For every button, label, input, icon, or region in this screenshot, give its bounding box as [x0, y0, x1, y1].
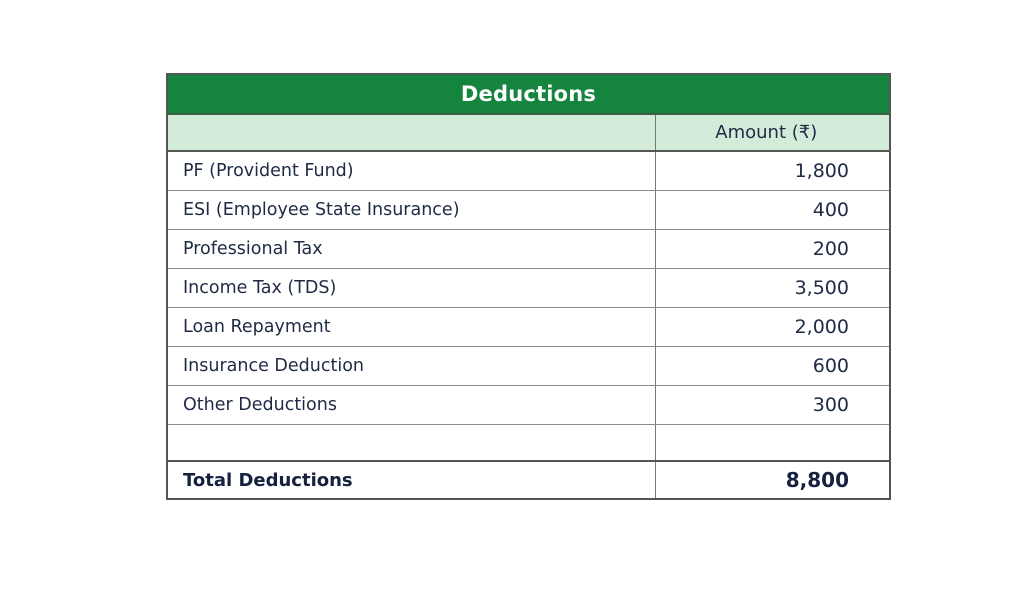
- table-row: Other Deductions 300: [167, 385, 890, 425]
- table-row: Professional Tax 200: [167, 229, 890, 269]
- row-amount: 300: [654, 385, 890, 425]
- row-label: ESI (Employee State Insurance): [167, 190, 655, 230]
- table-row: Loan Repayment 2,000: [167, 307, 890, 347]
- row-label: Loan Repayment: [167, 307, 655, 347]
- row-label: Income Tax (TDS): [167, 268, 655, 308]
- total-row: Total Deductions 8,800: [167, 461, 890, 499]
- row-label: Other Deductions: [167, 385, 655, 425]
- row-label: Professional Tax: [167, 229, 655, 269]
- row-amount: 400: [654, 190, 890, 230]
- column-header-description: [167, 114, 655, 152]
- row-label: Insurance Deduction: [167, 346, 655, 386]
- total-label: Total Deductions: [183, 469, 353, 491]
- row-amount: [654, 424, 890, 462]
- deductions-table-container: Deductions Amount (₹) PF (Provident Fund…: [166, 73, 891, 500]
- total-amount: 8,800: [654, 461, 890, 499]
- row-amount: 2,000: [654, 307, 890, 347]
- row-amount: 600: [654, 346, 890, 386]
- row-amount: 200: [654, 229, 890, 269]
- row-amount: 1,800: [654, 151, 890, 191]
- row-amount: 3,500: [654, 268, 890, 308]
- column-header-row: Amount (₹): [167, 114, 890, 152]
- blank-row: [167, 424, 890, 462]
- table-row: Insurance Deduction 600: [167, 346, 890, 386]
- column-header-amount: Amount (₹): [654, 114, 890, 152]
- table-title-row: Deductions: [167, 74, 890, 115]
- table-title: Deductions: [167, 74, 890, 115]
- table-row: Income Tax (TDS) 3,500: [167, 268, 890, 308]
- deductions-table: Deductions Amount (₹) PF (Provident Fund…: [166, 73, 891, 500]
- row-label: [167, 424, 655, 462]
- table-row: PF (Provident Fund) 1,800: [167, 151, 890, 191]
- table-row: ESI (Employee State Insurance) 400: [167, 190, 890, 230]
- row-label: PF (Provident Fund): [167, 151, 655, 191]
